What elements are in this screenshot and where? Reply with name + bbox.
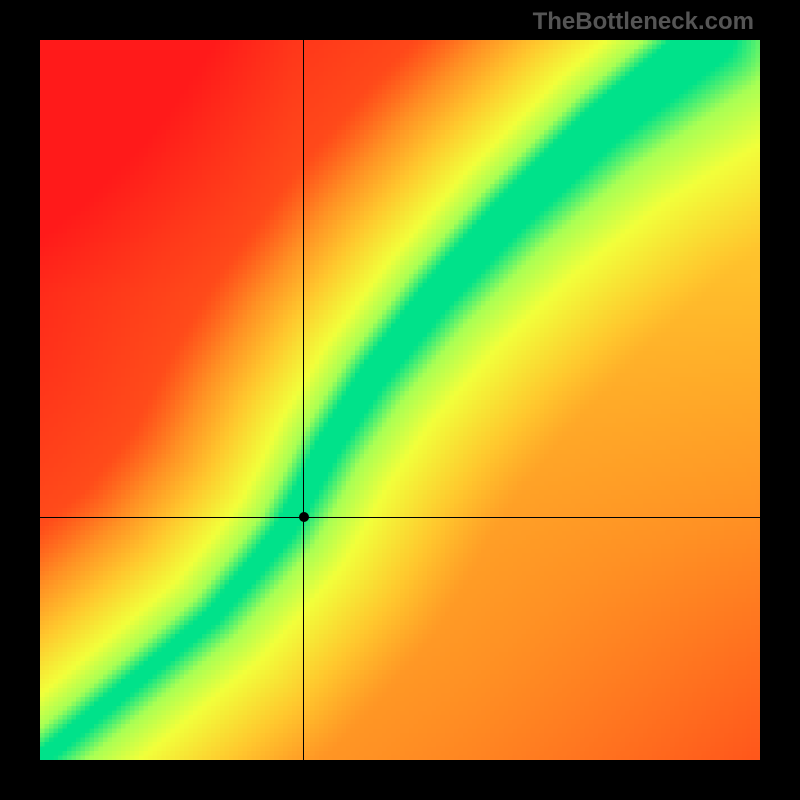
bottleneck-heatmap bbox=[40, 40, 760, 760]
watermark-text: TheBottleneck.com bbox=[533, 8, 754, 36]
chart-container: TheBottleneck.com bbox=[0, 0, 800, 800]
